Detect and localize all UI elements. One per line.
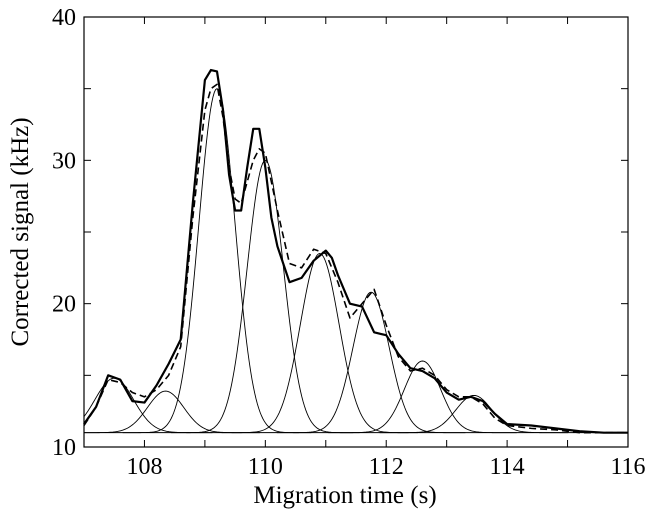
x-tick-label-116: 116 (610, 454, 645, 480)
component-curve-6 (276, 291, 466, 434)
y-tick-label-10: 10 (52, 435, 76, 461)
component-curve-8 (379, 394, 569, 434)
x-tick-label-114: 114 (490, 454, 525, 480)
plot-area-border (83, 16, 629, 448)
component-curve-2 (83, 390, 260, 434)
series-layer (83, 68, 628, 434)
series-dashed-line (83, 83, 628, 434)
plot-frame (83, 16, 629, 448)
x-tick-label-110: 110 (248, 454, 283, 480)
y-tick-label-30: 30 (52, 148, 76, 174)
component-curve-5 (221, 253, 418, 434)
axis-ticks: 108 110 112 114 116 10 20 30 40 (52, 5, 646, 480)
gaussian-components (83, 88, 628, 434)
component-curve-3 (122, 88, 312, 434)
x-tick-label-112: 112 (369, 454, 404, 480)
x-axis-label: Migration time (s) (253, 482, 436, 509)
y-tick-label-20: 20 (52, 292, 76, 318)
x-tick-label-108: 108 (126, 454, 162, 480)
component-curve-4 (171, 159, 360, 434)
component-curve-7 (328, 360, 517, 434)
series-solid-thick-line (83, 68, 628, 434)
y-tick-label-40: 40 (52, 5, 76, 31)
y-axis-label: Corrected signal (kHz) (7, 117, 34, 346)
